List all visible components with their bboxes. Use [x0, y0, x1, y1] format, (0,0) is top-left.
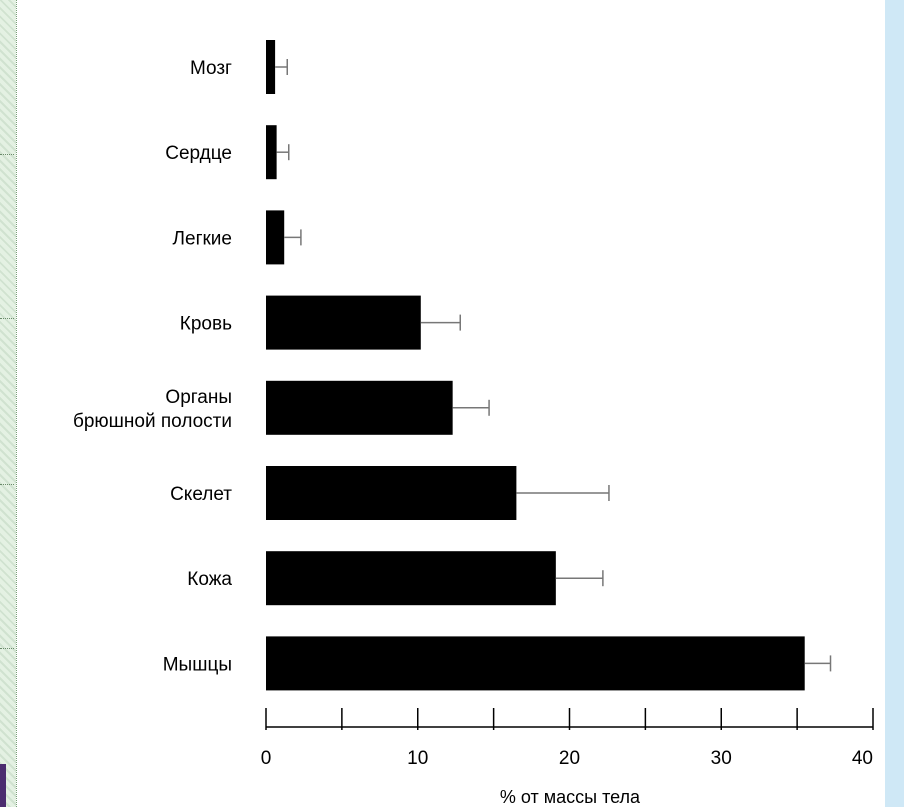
x-tick-label: 10 — [407, 748, 428, 769]
bars-layer — [266, 40, 805, 691]
strip-divider — [0, 154, 14, 155]
strip-tab — [0, 764, 6, 807]
bar — [266, 380, 453, 435]
right-decorative-strip — [885, 0, 904, 807]
bar — [266, 466, 517, 520]
strip-divider — [0, 648, 14, 649]
x-tick-label: 20 — [559, 748, 580, 769]
category-label: Органы брюшной полости — [73, 387, 232, 432]
category-labels: Мозг Сердце Легкие Кровь Органы брюшной полос… — [73, 58, 232, 675]
x-tick-label: 30 — [711, 748, 732, 769]
category-label: Сердце — [165, 143, 232, 164]
bar — [266, 210, 285, 265]
category-label: Мышцы — [163, 654, 232, 675]
category-label-line: брюшной полости — [73, 411, 232, 432]
x-axis: 0 10 20 30 40 — [261, 708, 874, 769]
strip-divider — [0, 484, 14, 485]
category-label: Кровь — [180, 314, 232, 335]
left-decorative-strip — [0, 0, 16, 807]
bar — [266, 125, 277, 180]
bar — [266, 40, 276, 94]
category-label: Мозг — [190, 58, 232, 79]
category-label: Скелет — [170, 484, 232, 505]
category-label: Легкие — [173, 228, 232, 249]
x-tick-label: 0 — [261, 748, 272, 769]
category-label: Кожа — [187, 569, 232, 590]
x-tick-label: 40 — [852, 748, 873, 769]
bar — [266, 295, 421, 350]
error-bars-layer — [275, 59, 832, 672]
strip-divider — [0, 318, 14, 319]
bar — [266, 636, 805, 691]
category-label-line: Органы — [165, 387, 232, 408]
bar — [266, 551, 556, 606]
x-axis-title: % от массы тела — [500, 787, 641, 807]
